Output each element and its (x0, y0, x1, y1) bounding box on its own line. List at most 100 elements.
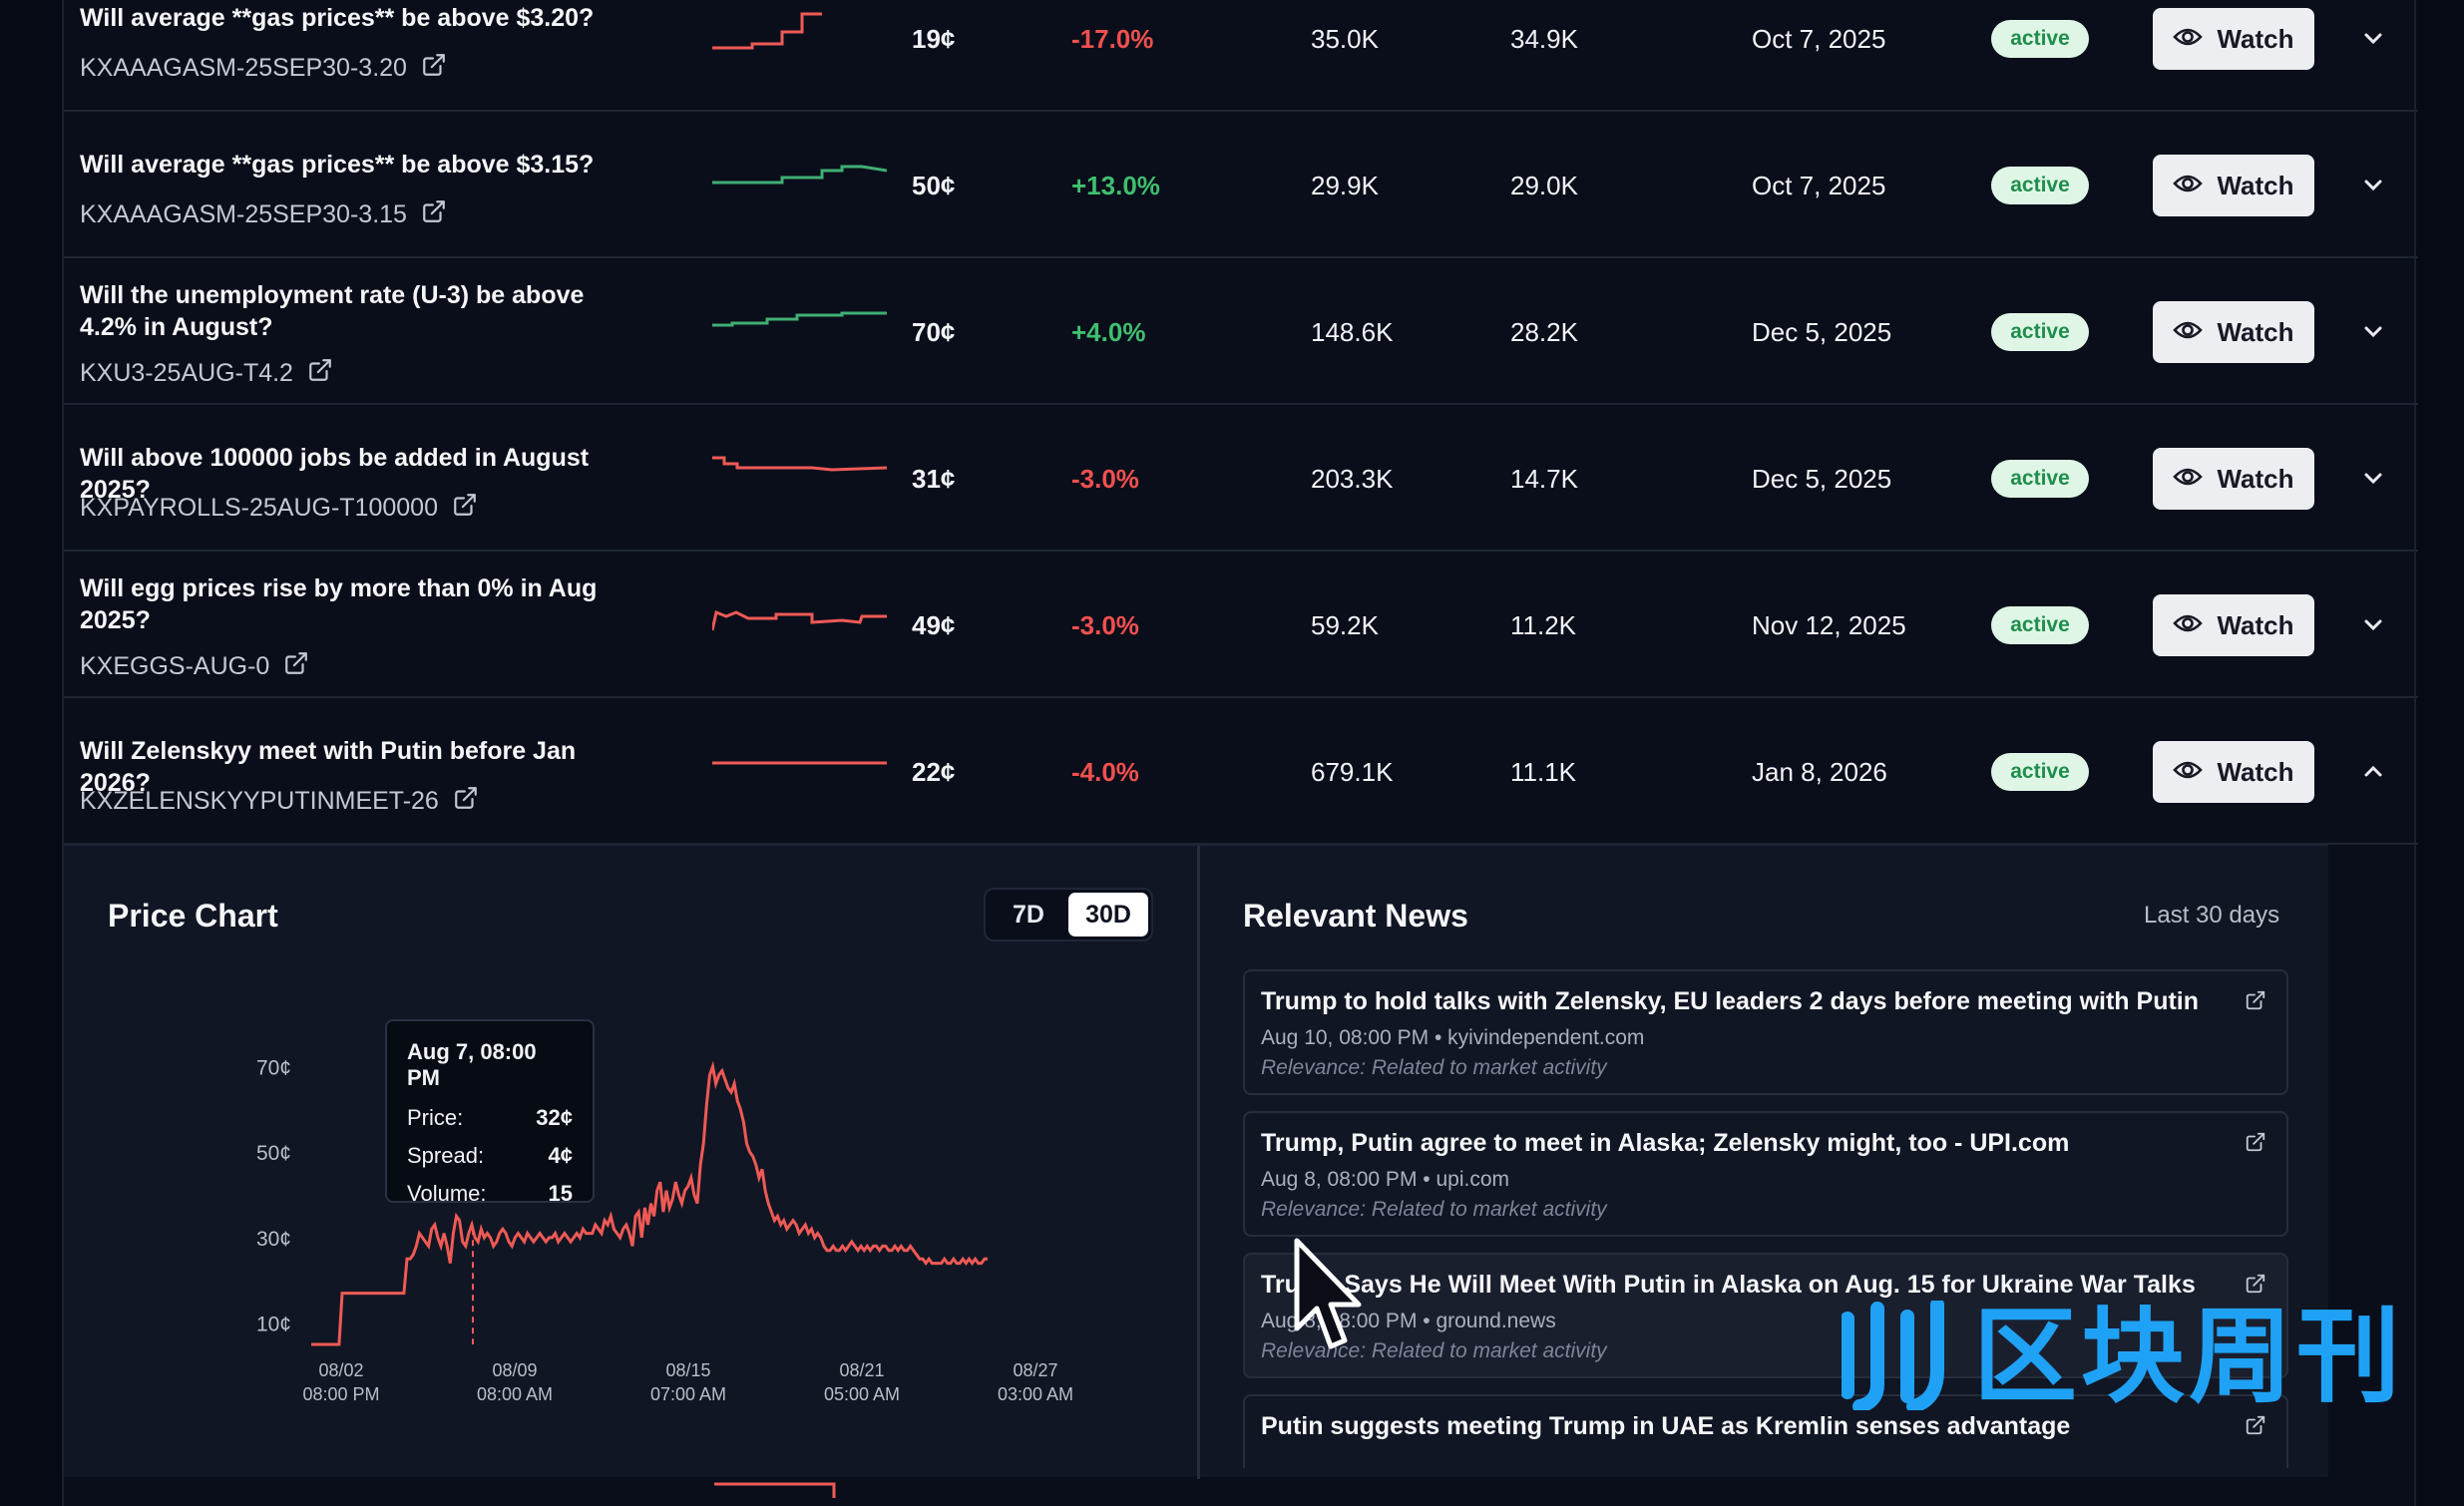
y-tick-label: 70¢ (256, 1056, 291, 1079)
watch-button[interactable]: Watch (2153, 8, 2314, 70)
x-tick-date-label: 08/02 (318, 1360, 363, 1380)
market-close-date: Oct 7, 2025 (1752, 23, 1886, 54)
external-link-icon[interactable] (452, 492, 478, 525)
market-volume: 35.0K (1311, 23, 1379, 54)
market-price: 50¢ (912, 170, 956, 200)
ticker-text: KXZELENSKYYPUTINMEET-26 (80, 787, 439, 815)
news-title: Relevant News (1243, 898, 1468, 934)
market-volume: 203.3K (1311, 463, 1394, 494)
tooltip-price: 32¢ (536, 1105, 573, 1130)
market-row[interactable]: Will average **gas prices** be above $3.… (64, 113, 2418, 258)
watch-button[interactable]: Watch (2153, 155, 2314, 216)
market-row[interactable]: Will the unemployment rate (U-3) be abov… (64, 259, 2418, 405)
x-tick-date-label: 08/21 (839, 1360, 884, 1380)
x-tick-time-label: 08:00 PM (302, 1384, 379, 1404)
eye-icon (2173, 757, 2204, 788)
news-list[interactable]: Trump to hold talks with Zelensky, EU le… (1243, 969, 2288, 1468)
chevron-down-icon[interactable] (2358, 464, 2388, 494)
market-ticker[interactable]: KXZELENSKYYPUTINMEET-26 (80, 785, 479, 818)
market-row[interactable]: Will average **gas prices** be above $3.… (64, 0, 2418, 112)
tooltip-volume-label: Volume: (407, 1181, 487, 1206)
status-badge: active (1991, 753, 2089, 791)
price-change: -3.0% (1071, 463, 1139, 494)
sparkline (712, 761, 887, 765)
eye-icon (2173, 610, 2204, 641)
watch-label: Watch (2217, 170, 2294, 200)
ticker-text: KXAAAGASM-25SEP30-3.15 (80, 200, 407, 228)
eye-icon (2173, 317, 2204, 348)
y-tick-label: 30¢ (256, 1228, 291, 1251)
tooltip-time: Aug 7, 08:00 PM (407, 1039, 537, 1090)
market-ticker[interactable]: KXAAAGASM-25SEP30-3.20 (80, 52, 447, 85)
news-headline[interactable]: Trump Says He Will Meet With Putin in Al… (1261, 1271, 2196, 1299)
market-row[interactable]: Will Zelenskyy meet with Putin before Ja… (64, 699, 2418, 845)
expanded-market-panel: Price Chart 7D 30D 70¢ 50¢ 30¢ 10¢ 08/02 08:0… (64, 844, 2328, 1479)
market-question[interactable]: Will average **gas prices** be above $3.… (80, 4, 595, 32)
price-line-chart[interactable]: 70¢ 50¢ 30¢ 10¢ 08/02 08:00 PM 08/09 08:00 AM 08… (233, 1025, 1191, 1464)
chevron-up-icon[interactable] (2358, 757, 2388, 787)
market-price: 49¢ (912, 609, 956, 640)
news-meta: Aug 8, 08:00 PM • upi.com (1261, 1168, 1509, 1191)
market-ticker[interactable]: KXU3-25AUG-T4.2 (80, 357, 333, 390)
x-tick-date-label: 08/27 (1013, 1360, 1057, 1380)
watch-button[interactable]: Watch (2153, 301, 2314, 363)
tooltip-volume: 15 (548, 1181, 573, 1206)
x-tick-time-label: 03:00 AM (998, 1384, 1073, 1404)
markets-table: Will average **gas prices** be above $3.… (62, 0, 2418, 1506)
watch-button[interactable]: Watch (2153, 594, 2314, 656)
news-item[interactable]: Putin suggests meeting Trump in UAE as K… (1243, 1394, 2288, 1468)
chevron-down-icon[interactable] (2358, 317, 2388, 347)
market-liquidity: 29.0K (1510, 170, 1578, 200)
market-question[interactable]: Will Zelenskyy meet with Putin before Ja… (80, 737, 577, 797)
market-volume: 148.6K (1311, 316, 1394, 347)
external-link-icon[interactable] (421, 52, 447, 85)
sparkline (712, 609, 887, 631)
chevron-down-icon[interactable] (2358, 610, 2388, 640)
market-row[interactable]: Will above 100000 jobs be added in Augus… (64, 406, 2418, 552)
market-row[interactable]: Will egg prices rise by more than 0% in … (64, 553, 2418, 698)
watermark-logo-icon (1842, 1301, 1944, 1410)
news-headline[interactable]: Trump, Putin agree to meet in Alaska; Ze… (1261, 1129, 2070, 1157)
watch-button[interactable]: Watch (2153, 741, 2314, 803)
x-tick-time-label: 08:00 AM (477, 1384, 553, 1404)
price-change: +13.0% (1071, 170, 1160, 200)
market-ticker[interactable]: KXEGGS-AUG-0 (80, 650, 309, 683)
market-ticker[interactable]: KXPAYROLLS-25AUG-T100000 (80, 492, 478, 525)
news-headline[interactable]: Trump to hold talks with Zelensky, EU le… (1261, 987, 2200, 1015)
tooltip-spread: 4¢ (548, 1143, 573, 1168)
market-price: 22¢ (912, 756, 956, 787)
price-change: -17.0% (1071, 23, 1154, 54)
x-tick-time-label: 07:00 AM (650, 1384, 726, 1404)
market-question[interactable]: Will above 100000 jobs be added in Augus… (80, 444, 590, 504)
market-volume: 679.1K (1311, 756, 1394, 787)
ticker-text: KXU3-25AUG-T4.2 (80, 359, 293, 387)
external-link-icon[interactable] (421, 198, 447, 231)
market-volume: 59.2K (1311, 609, 1379, 640)
news-item[interactable]: Trump, Putin agree to meet in Alaska; Ze… (1243, 1111, 2288, 1237)
eye-icon (2173, 24, 2204, 55)
chevron-down-icon[interactable] (2358, 171, 2388, 200)
news-meta: Aug 10, 08:00 PM • kyivindependent.com (1261, 1026, 1645, 1049)
news-item[interactable]: Trump to hold talks with Zelensky, EU le… (1243, 969, 2288, 1095)
news-item[interactable]: Trump Says He Will Meet With Putin in Al… (1243, 1253, 2288, 1378)
status-badge: active (1991, 20, 2089, 58)
chart-tooltip: Aug 7, 08:00 PM Price: 32¢ Spread: 4¢ Volu… (385, 1019, 595, 1206)
status-badge: active (1991, 460, 2089, 498)
x-tick-time-label: 05:00 AM (824, 1384, 900, 1404)
sparkline (712, 456, 887, 472)
market-question[interactable]: Will average **gas prices** be above $3.… (80, 151, 595, 179)
market-liquidity: 14.7K (1510, 463, 1578, 494)
news-headline[interactable]: Putin suggests meeting Trump in UAE as K… (1261, 1412, 2071, 1440)
external-link-icon[interactable] (307, 357, 333, 390)
panel-divider (1197, 846, 1200, 1479)
chevron-down-icon[interactable] (2358, 24, 2388, 54)
market-question[interactable]: Will egg prices rise by more than 0% in … (80, 574, 598, 634)
watch-button[interactable]: Watch (2153, 448, 2314, 510)
price-series-line (311, 1060, 988, 1346)
market-question[interactable]: Will the unemployment rate (U-3) be abov… (80, 281, 585, 341)
range-30d-button[interactable]: 30D (1068, 893, 1148, 937)
external-link-icon[interactable] (453, 785, 479, 818)
market-ticker[interactable]: KXAAAGASM-25SEP30-3.15 (80, 198, 447, 231)
range-7d-button[interactable]: 7D (1013, 900, 1044, 929)
external-link-icon[interactable] (283, 650, 309, 683)
